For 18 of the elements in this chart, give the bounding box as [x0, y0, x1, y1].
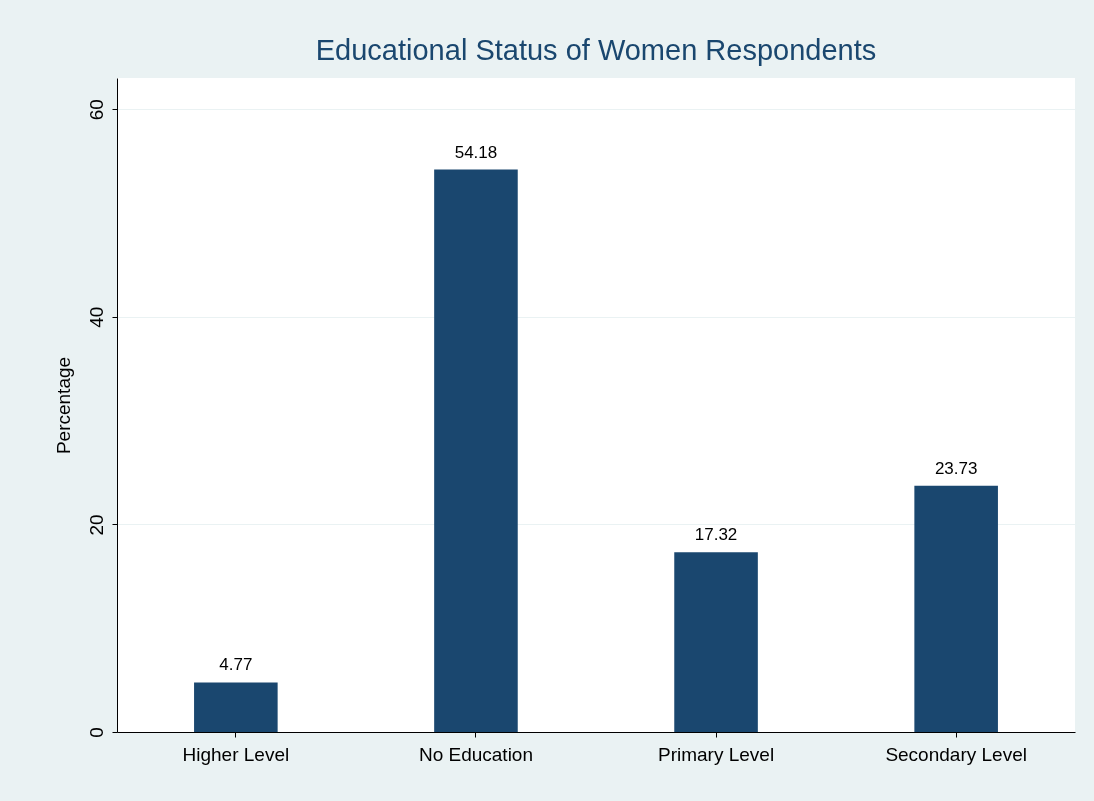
y-tick-label: 60	[85, 99, 107, 121]
bar	[914, 485, 998, 732]
x-tick-label: Higher Level	[182, 743, 290, 765]
chart-title: Educational Status of Women Respondents	[315, 34, 877, 66]
bar	[434, 169, 518, 732]
x-tick-label: Primary Level	[657, 743, 775, 765]
data-label: 54.18	[454, 142, 498, 162]
y-tick-label: 0	[85, 727, 107, 738]
bar	[194, 682, 278, 732]
data-label: 4.77	[219, 655, 253, 675]
x-tick-label: Secondary Level	[885, 743, 1027, 765]
y-axis-title: Percentage	[52, 356, 74, 455]
y-tick-label: 40	[85, 306, 107, 328]
bar	[674, 552, 758, 732]
data-label: 23.73	[934, 458, 978, 478]
x-tick-label: No Education	[418, 743, 533, 765]
y-tick-label: 20	[85, 514, 107, 536]
data-label: 17.32	[694, 525, 738, 545]
